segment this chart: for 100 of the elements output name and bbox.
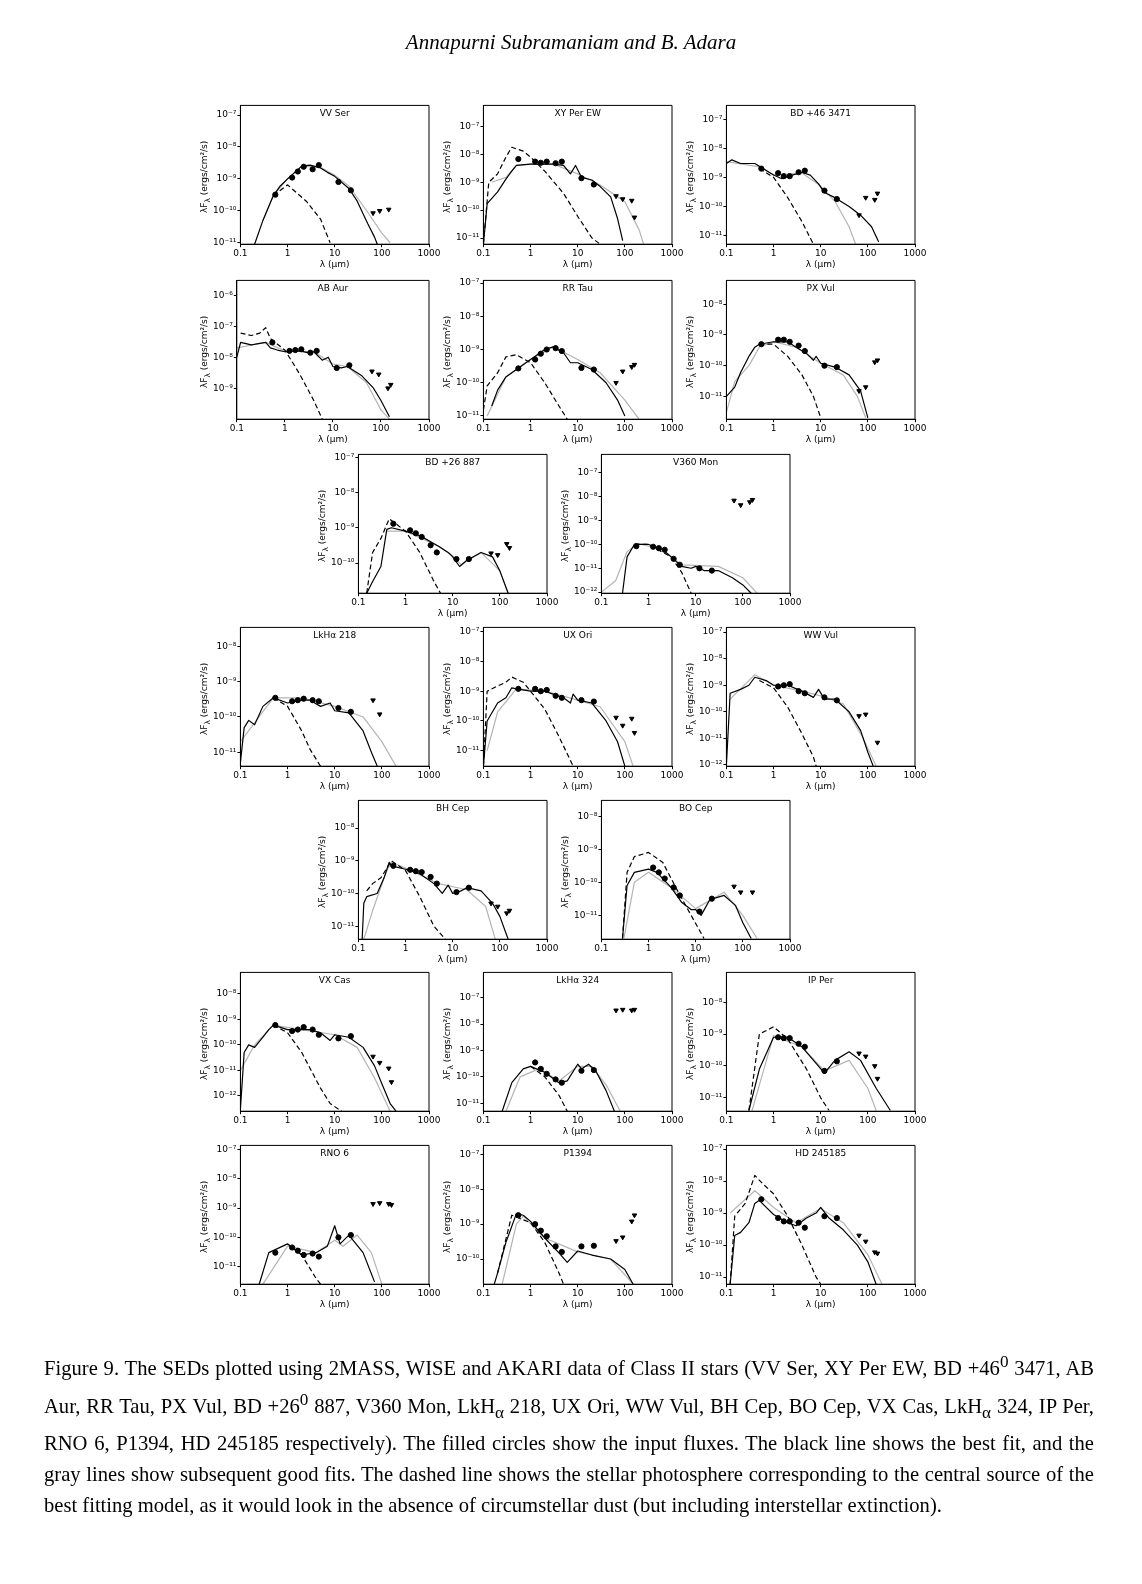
y-tick-label: 10⁻¹¹: [456, 1097, 480, 1108]
x-axis-title: λ (μm): [562, 259, 593, 269]
y-tick-label: 10⁻⁹: [459, 1044, 480, 1055]
y-tick-label: 10⁻¹⁰: [213, 711, 237, 722]
x-axis-title: λ (μm): [319, 1126, 350, 1136]
x-tick-label: 1000: [660, 1287, 684, 1298]
y-tick-label: 10⁻⁹: [702, 171, 723, 182]
chart-title: BH Cep: [436, 803, 470, 814]
x-tick-label: 0.1: [233, 769, 248, 780]
y-tick-label: 10⁻¹¹: [213, 237, 237, 248]
x-tick-label: 1: [527, 1114, 534, 1125]
x-tick-label: 1: [402, 942, 409, 953]
x-tick-label: 10: [328, 769, 341, 780]
chart-title: WW Vul: [803, 630, 838, 641]
x-tick-label: 1: [770, 1114, 777, 1125]
x-axis-title: λ (μm): [318, 434, 348, 444]
x-tick-label: 1000: [903, 1287, 927, 1298]
x-tick-label: 10: [814, 1114, 827, 1125]
x-tick-label: 1000: [660, 769, 684, 780]
x-axis-title: λ (μm): [805, 1299, 836, 1309]
x-tick-label: 100: [616, 769, 634, 780]
y-tick-label: 10⁻⁷: [702, 626, 723, 637]
y-tick-label: 10⁻⁸: [216, 141, 237, 152]
x-tick-label: 100: [373, 247, 391, 258]
y-tick-label: 10⁻¹⁰: [213, 1039, 237, 1050]
x-tick-label: 10: [327, 422, 339, 433]
x-tick-label: 1000: [660, 422, 684, 433]
x-tick-label: 0.1: [351, 942, 366, 953]
x-axis-title: λ (μm): [805, 781, 836, 791]
x-tick-label: 100: [859, 1287, 877, 1298]
text: Annapurni Subramaniam and B. Adara: [403, 30, 738, 55]
x-tick-label: 1000: [778, 596, 802, 607]
x-tick-label: 10: [446, 596, 459, 607]
y-tick-label: 10⁻⁹: [213, 382, 234, 393]
y-tick-label: 10⁻¹¹: [699, 390, 723, 401]
x-axis-title: λ (μm): [805, 259, 836, 269]
y-tick-label: 10⁻⁹: [702, 679, 723, 690]
y-tick-label: 10⁻⁹: [459, 1218, 480, 1229]
chart-title: P1394: [563, 1148, 592, 1159]
x-tick-label: 10: [446, 942, 459, 953]
y-tick-label: 10⁻¹¹: [456, 232, 480, 243]
y-tick-label: 10⁻¹¹: [699, 1092, 723, 1103]
y-tick-label: 10⁻¹⁰: [456, 1071, 480, 1082]
x-tick-label: 1: [527, 769, 534, 780]
y-tick-label: 10⁻¹²: [574, 586, 598, 597]
x-tick-label: 100: [373, 769, 391, 780]
y-tick-label: 10⁻¹¹: [699, 732, 723, 743]
y-tick-label: 10⁻¹¹: [699, 229, 723, 240]
y-tick-label: 10⁻⁸: [702, 1175, 723, 1186]
y-tick-label: 10⁻⁸: [216, 988, 237, 999]
x-tick-label: 10: [328, 1287, 341, 1298]
y-tick-label: 10⁻⁷: [459, 120, 480, 131]
y-tick-label: 10⁻¹⁰: [699, 200, 723, 211]
x-axis-title: λ (μm): [805, 1126, 836, 1136]
x-tick-label: 100: [859, 1114, 877, 1125]
y-tick-label: 10⁻¹⁰: [456, 715, 480, 726]
x-tick-label: 100: [616, 1114, 634, 1125]
y-tick-label: 10⁻¹¹: [456, 410, 480, 421]
x-axis-title: λ (μm): [437, 954, 468, 964]
x-tick-label: 10: [814, 422, 827, 433]
y-tick-label: 10⁻¹¹: [213, 746, 237, 757]
y-tick-label: 10⁻⁸: [702, 996, 723, 1007]
x-tick-label: 0.1: [229, 422, 244, 433]
y-tick-label: 10⁻⁷: [216, 109, 237, 120]
y-tick-label: 10⁻⁹: [702, 329, 723, 340]
x-tick-label: 0.1: [476, 1287, 491, 1298]
y-tick-label: 10⁻¹¹: [699, 1271, 723, 1282]
y-tick-label: 10⁻⁸: [459, 1018, 480, 1029]
x-axis-title: λ (μm): [319, 1299, 350, 1309]
chart-title: BD +26 887: [425, 457, 481, 468]
y-tick-label: 10⁻⁸: [216, 640, 237, 651]
x-axis-title: λ (μm): [562, 781, 593, 791]
x-tick-label: 10: [571, 422, 584, 433]
x-tick-label: 10: [571, 769, 584, 780]
x-tick-label: 1000: [778, 942, 802, 953]
y-tick-label: 10⁻¹⁰: [699, 706, 723, 717]
y-tick-label: 10⁻¹⁰: [331, 557, 355, 568]
x-tick-label: 1000: [417, 422, 441, 433]
chart-title: XY Per EW: [554, 108, 601, 119]
y-tick-label: 10⁻⁸: [213, 351, 234, 362]
y-tick-label: 10⁻⁸: [459, 1183, 480, 1194]
x-tick-label: 100: [373, 1114, 391, 1125]
x-axis-title: λ (μm): [562, 434, 593, 444]
y-tick-label: 10⁻¹¹: [213, 1260, 237, 1271]
x-tick-label: 1: [402, 596, 409, 607]
y-tick-label: 10⁻⁹: [577, 514, 598, 525]
y-tick-label: 10⁻¹¹: [213, 1064, 237, 1075]
x-tick-label: 0.1: [719, 1287, 734, 1298]
y-tick-label: 10⁻¹⁰: [699, 1060, 723, 1071]
x-tick-label: 10: [814, 769, 827, 780]
y-tick-label: 10⁻¹⁰: [574, 876, 598, 887]
x-tick-label: 0.1: [594, 942, 609, 953]
text: Figure 9. The SEDs plotted using 2MASS, WISE and AKARI data of Class II stars (VV Ser, XY Per EW, BD +46$^{0}$ 3471, AB Aur, RR Tau, PX Vul, BD +26$^{0}$ 887, V360 Mon, LkH$_{α}$ 218, UX Ori, WW Vul, BH Cep, BO Cep, VX Cas, LkH$_{α}$ 324, IP Per, RNO 6, P1394, HD 245185 respectively). The filled circles show the input fluxes. The black line shows the best fit, and the gray lines show subsequent good fits. The dashed line shows the stellar photosphere corresponding to the central source of the best fitting model, as it would look in the absence of circumstellar dust (but including interstellar extinction).: [44, 1352, 1094, 1516]
y-tick-label: 10⁻⁸: [459, 148, 480, 159]
x-axis-title: λ (μm): [562, 1126, 593, 1136]
x-tick-label: 0.1: [719, 247, 734, 258]
y-tick-label: 10⁻⁸: [702, 653, 723, 664]
chart-title: BO Cep: [678, 803, 713, 814]
x-tick-label: 1: [770, 769, 777, 780]
x-tick-label: 1: [284, 247, 291, 258]
